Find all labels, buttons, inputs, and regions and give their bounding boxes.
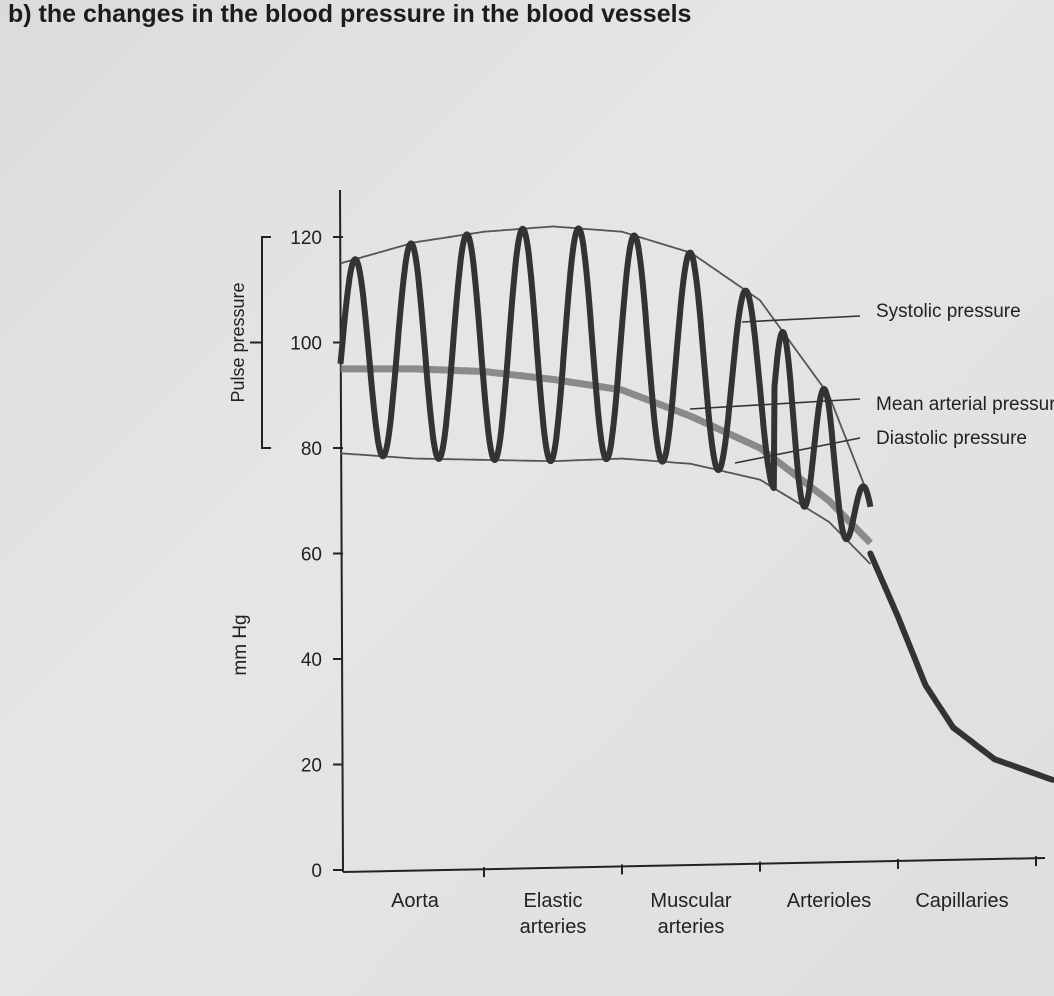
annotation-leader-line (741, 315, 861, 323)
mean-arterial-pressure-label: Mean arterial pressure (876, 394, 1054, 415)
x-category-label: Capillaries (915, 890, 1008, 912)
y-tick-label: 60 (301, 545, 322, 566)
x-category-label: arteries (658, 916, 725, 938)
x-category-label: Aorta (391, 890, 440, 912)
question-title: b) the changes in the blood pressure in … (8, 0, 692, 28)
y-tick-label: 100 (290, 334, 322, 355)
diastolic-pressure-label: Diastolic pressure (876, 428, 1027, 449)
capillary-pressure-line (867, 550, 1054, 783)
x-category-label: Arterioles (787, 890, 871, 912)
pressure-wave-line (337, 225, 874, 543)
systolic-pressure-label: Systolic pressure (876, 301, 1021, 322)
pulse-pressure-bracket (261, 236, 271, 449)
x-category-label: Elastic (524, 890, 583, 912)
annotation-leader-line (734, 437, 861, 464)
y-axis-label: mm Hg (230, 614, 251, 675)
x-category-label: Muscular (650, 890, 731, 912)
x-axis (342, 857, 1046, 873)
y-tick-label: 20 (301, 756, 322, 777)
annotation-leader-line (689, 398, 861, 410)
y-tick-label: 0 (311, 861, 322, 882)
x-category-label: arteries (520, 916, 587, 938)
y-tick-label: 80 (301, 439, 322, 460)
y-tick-label: 120 (290, 228, 322, 249)
y-tick-label: 40 (301, 650, 322, 671)
y-axis (339, 189, 344, 873)
pulse-pressure-label: Pulse pressure (228, 282, 248, 402)
